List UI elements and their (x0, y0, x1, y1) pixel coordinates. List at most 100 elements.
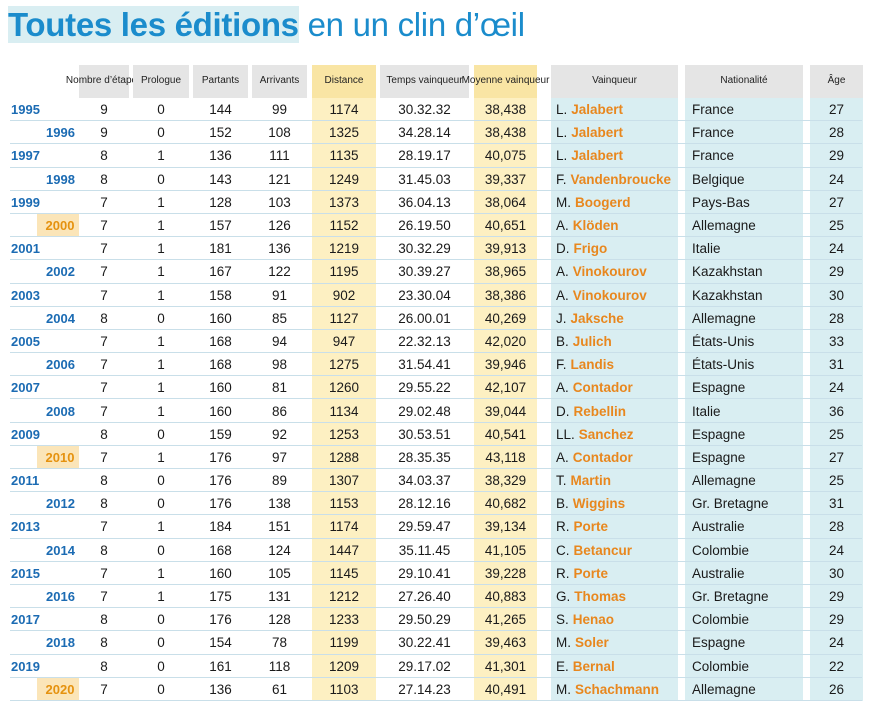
nationality-cell: France (685, 98, 803, 122)
table-row: 2001 7 1 181 136 1219 30.32.29 39,913 D. Frigo Ita… (0, 237, 888, 261)
temps-cell: 23.30.04 (398, 287, 451, 303)
winner-surname: Jalabert (571, 148, 624, 164)
winner-cell: G. Thomas (551, 584, 678, 609)
winner-cell: A. Contador (551, 376, 678, 400)
distance-cell: 1233 (312, 608, 376, 632)
winner-cell: R. Porte (551, 561, 678, 585)
table-row: 2010 7 1 176 97 1288 28.35.35 43,118 A. Contador E… (0, 445, 888, 469)
table-body: 1995 9 0 144 99 1174 30.32.32 38,438 L. Jalabert F… (0, 98, 888, 701)
arrivants-cell: 103 (268, 194, 291, 210)
year-cell: 2015 (11, 565, 40, 581)
temps-cell: 27.26.40 (398, 589, 451, 605)
winner-initial: F. (556, 171, 567, 187)
temps-cell: 29.17.02 (398, 658, 451, 674)
temps-cell: 22.32.13 (398, 333, 451, 349)
moyenne-cell: 40,883 (474, 584, 537, 609)
moyenne-cell: 39,134 (474, 515, 537, 539)
prologue-cell: 0 (157, 658, 165, 674)
arrivants-cell: 94 (271, 333, 288, 349)
age-cell: 29 (810, 260, 863, 284)
nationality-cell: Italie (685, 399, 803, 423)
prologue-cell: 0 (157, 542, 165, 558)
moyenne-cell: 39,913 (474, 237, 537, 261)
winner-surname: Henao (572, 612, 615, 628)
winner-cell: M. Soler (551, 631, 678, 655)
editions-table: Nombre d’étapes Prologue Partants Arriva… (0, 65, 888, 701)
etapes-cell: 7 (100, 264, 108, 280)
winner-cell: A. Klöden (551, 213, 678, 238)
partants-cell: 128 (209, 194, 232, 210)
nationality-cell: Espagne (685, 445, 803, 469)
moyenne-cell: 39,946 (474, 353, 537, 377)
winner-initial: A. (556, 218, 569, 234)
etapes-cell: 8 (100, 473, 108, 489)
year-cell: 2001 (11, 241, 40, 257)
winner-initial: A. (556, 380, 569, 396)
winner-surname: Vinokourov (572, 287, 647, 303)
prologue-cell: 1 (157, 357, 165, 373)
year-cell: 2011 (11, 473, 40, 489)
temps-cell: 29.59.47 (398, 519, 451, 535)
row-divider (10, 189, 862, 191)
winner-surname: Porte (573, 565, 609, 581)
nationality-cell: Australie (685, 515, 803, 539)
temps-cell: 30.53.51 (398, 426, 451, 442)
moyenne-cell: 40,269 (474, 306, 537, 330)
table-row: 2008 7 1 160 86 1134 29.02.48 39,044 D. Rebellin I… (0, 399, 888, 423)
nationality-cell: Kazakhstan (685, 260, 803, 284)
row-divider (10, 583, 862, 585)
prologue-cell: 0 (157, 426, 165, 442)
winner-surname: Jalabert (571, 102, 624, 118)
arrivants-cell: 86 (271, 403, 288, 419)
partants-cell: 157 (209, 218, 232, 234)
nationality-cell: France (685, 144, 803, 168)
year-cell: 2013 (11, 519, 40, 535)
partants-cell: 184 (209, 519, 232, 535)
year-cell: 2019 (11, 658, 40, 674)
winner-initial: J. (556, 310, 567, 326)
etapes-cell: 8 (100, 310, 108, 326)
temps-cell: 29.02.48 (398, 403, 451, 419)
nationality-cell: Allemagne (685, 677, 803, 701)
year-cell: 2003 (11, 287, 40, 303)
year-cell: 2007 (11, 380, 40, 396)
year-cell: 2009 (11, 426, 40, 442)
prologue-cell: 0 (157, 612, 165, 628)
etapes-cell: 7 (100, 403, 108, 419)
partants-cell: 136 (209, 148, 232, 164)
winner-initial: LL. (556, 426, 575, 442)
partants-cell: 168 (209, 357, 232, 373)
table-row: 2002 7 1 167 122 1195 30.39.27 38,965 A. Vinokour… (0, 260, 888, 284)
temps-cell: 26.19.50 (398, 218, 451, 234)
winner-surname: Klöden (572, 218, 619, 234)
prologue-cell: 1 (157, 519, 165, 535)
nationality-cell: Australie (685, 561, 803, 585)
distance-cell: 1373 (312, 190, 376, 214)
winner-initial: A. (556, 287, 569, 303)
moyenne-cell: 42,107 (474, 376, 537, 400)
title-rest: en un clin d’œil (298, 6, 525, 43)
moyenne-cell: 38,438 (474, 98, 537, 122)
nationality-cell: France (685, 121, 803, 145)
winner-initial: F. (556, 357, 567, 373)
temps-cell: 28.19.17 (398, 148, 451, 164)
arrivants-cell: 122 (268, 264, 291, 280)
row-divider (10, 421, 862, 423)
winner-cell: B. Julich (551, 329, 678, 354)
arrivants-cell: 98 (271, 357, 288, 373)
winner-initial: B. (556, 496, 569, 512)
temps-cell: 31.45.03 (398, 171, 451, 187)
etapes-cell: 9 (100, 102, 108, 118)
arrivants-cell: 151 (268, 519, 291, 535)
partants-cell: 159 (209, 426, 232, 442)
winner-surname: Martin (570, 473, 612, 489)
moyenne-cell: 38,329 (474, 469, 537, 493)
row-divider (10, 212, 862, 214)
distance-cell: 1174 (312, 98, 376, 122)
winner-initial: C. (556, 542, 570, 558)
temps-cell: 29.50.29 (398, 612, 451, 628)
arrivants-cell: 92 (271, 426, 288, 442)
distance-cell: 1153 (312, 492, 376, 516)
year-cell: 2018 (46, 635, 75, 651)
arrivants-cell: 121 (268, 171, 291, 187)
